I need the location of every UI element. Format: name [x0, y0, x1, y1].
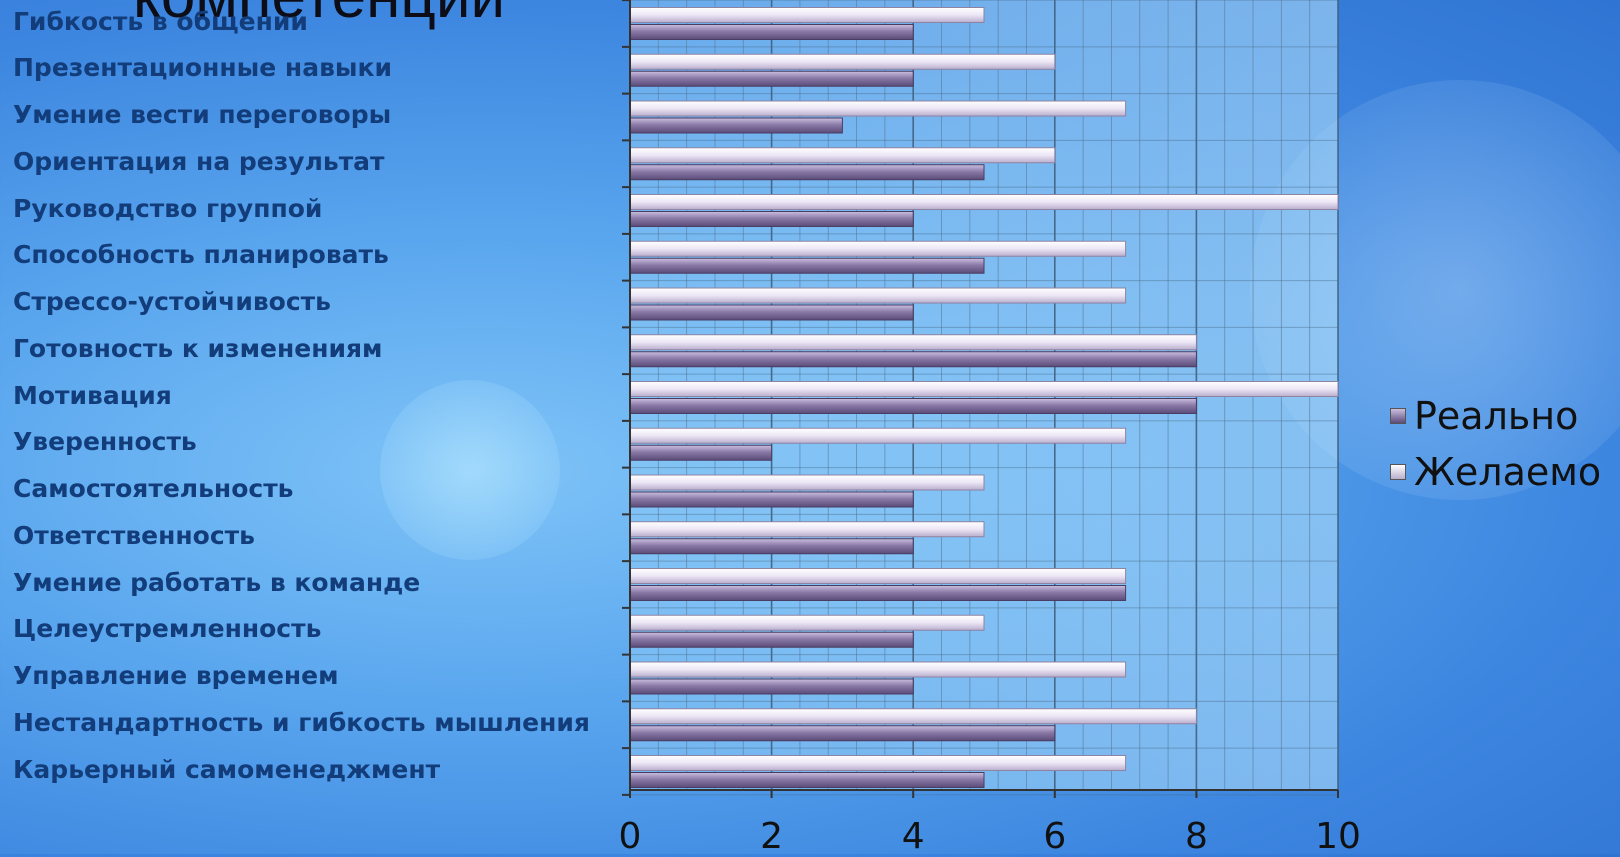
category-label: Ориентация на результат	[13, 146, 385, 176]
bar-desired	[629, 568, 1127, 584]
category-label: Нестандартность и гибкость мышления	[13, 707, 590, 737]
bar-desired	[629, 53, 1056, 70]
bar-desired	[629, 287, 1127, 304]
category-label: Целеустремленность	[13, 614, 322, 644]
bar-real	[629, 351, 1197, 368]
bar-desired	[629, 334, 1197, 351]
category-label: Карьерный самоменеджмент	[13, 754, 441, 784]
category-label: Умение вести переговоры	[13, 100, 392, 129]
bar-desired	[629, 661, 1127, 678]
bar-desired	[629, 427, 1127, 444]
x-tick-label: 0	[618, 816, 642, 857]
category-label: Управление временем	[13, 661, 339, 690]
bar-real	[629, 211, 914, 227]
bar-desired	[629, 240, 1127, 257]
bar-real	[629, 538, 914, 555]
legend-swatch-desired	[1390, 464, 1406, 480]
category-label: Мотивация	[13, 380, 172, 410]
bar-desired	[629, 7, 985, 23]
bar-desired	[629, 381, 1339, 397]
legend-swatch-real	[1390, 408, 1406, 424]
category-label: Презентационные навыки	[13, 53, 392, 83]
x-tick-label: 6	[1043, 816, 1067, 857]
bar-real	[629, 491, 914, 508]
bar-real	[629, 70, 914, 87]
bar-desired	[629, 474, 985, 491]
x-tick-label: 2	[760, 816, 784, 857]
chart-title: компетенций	[133, 0, 505, 28]
bar-desired	[629, 755, 1127, 771]
chart-legend: Реально Желаемо	[1390, 388, 1601, 500]
category-label: Гибкость в общении	[13, 6, 308, 36]
bar-real	[629, 24, 914, 40]
category-label: Самостоятельность	[13, 474, 294, 503]
bar-desired	[629, 708, 1197, 725]
category-label: Стрессо-устойчивость	[13, 287, 331, 316]
category-label: Способность планировать	[13, 240, 389, 270]
bar-desired	[629, 614, 985, 631]
legend-item-real: Реально	[1390, 388, 1601, 444]
bar-desired	[629, 100, 1127, 117]
legend-item-desired: Желаемо	[1390, 444, 1601, 500]
bar-real	[629, 444, 773, 461]
legend-label-desired: Желаемо	[1414, 450, 1602, 494]
legend-label-real: Реально	[1414, 394, 1579, 438]
x-tick-label: 8	[1184, 816, 1208, 857]
bar-real	[629, 678, 914, 695]
category-label: Готовность к изменениям	[13, 333, 383, 363]
bar-desired	[629, 194, 1339, 210]
category-label: Умение работать в команде	[13, 567, 421, 597]
bar-real	[629, 772, 985, 788]
category-label: Руководство группой	[13, 193, 323, 223]
x-tick-label: 4	[901, 816, 925, 857]
bar-real	[629, 117, 843, 134]
bar-real	[629, 164, 985, 181]
bar-real	[629, 304, 914, 321]
bar-real	[629, 725, 1056, 742]
x-tick-label: 10	[1315, 816, 1361, 857]
category-label: Уверенность	[13, 427, 197, 457]
bar-desired	[629, 147, 1056, 164]
category-label: Ответственность	[13, 520, 255, 550]
bar-real	[629, 398, 1197, 414]
bar-real	[629, 585, 1127, 601]
bar-desired	[629, 521, 985, 538]
bar-real	[629, 257, 985, 274]
bar-real	[629, 631, 914, 648]
